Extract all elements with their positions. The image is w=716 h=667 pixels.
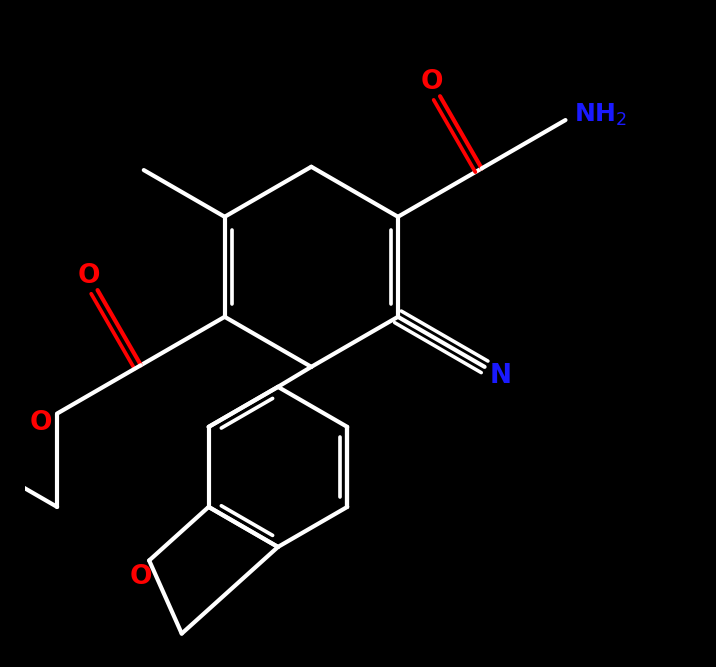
- Text: NH$_2$: NH$_2$: [574, 102, 627, 128]
- Text: O: O: [78, 263, 100, 289]
- Text: O: O: [30, 410, 52, 436]
- Text: O: O: [420, 69, 443, 95]
- Text: N: N: [490, 364, 512, 389]
- Text: O: O: [130, 564, 153, 590]
